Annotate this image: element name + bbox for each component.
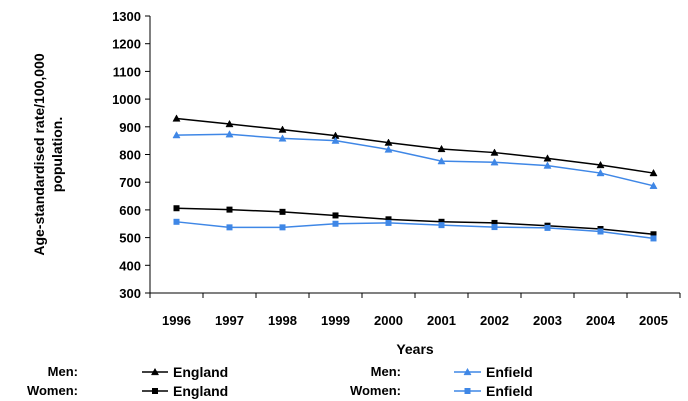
data-point [438,218,445,225]
data-point [225,119,234,128]
series-line [176,207,654,236]
data-point [650,235,657,242]
legend-group-label: Men: [48,364,78,379]
y-tick-label: 300 [119,286,141,301]
y-tick-label: 700 [119,175,141,190]
data-point [491,224,498,231]
series-men-england [172,114,658,177]
legend-group-label: Women: [350,383,401,398]
data-point [172,130,181,139]
data-point [544,224,551,231]
x-tick-label: 2003 [533,313,562,328]
legend-marker [464,388,471,394]
x-tick-label: 2000 [374,313,403,328]
y-tick-label: 600 [119,203,141,218]
y-tick-label: 1100 [113,64,141,79]
y-tick-label: 1000 [112,92,141,107]
x-axis: 1996 1997 1998 1999 2000 2001 2002 2003 2004 2005 [149,292,681,328]
legend-label: Enfield [486,383,533,399]
data-point [649,168,658,177]
data-point [225,130,234,138]
data-point [543,154,552,162]
data-point [332,220,339,227]
legend-marker [152,388,158,394]
data-point [173,218,180,225]
y-tick-label: 800 [119,148,141,163]
data-point [226,206,233,213]
data-point [279,224,286,231]
data-point [543,161,552,169]
data-point [490,148,499,156]
legend-label: Enfield [486,364,533,380]
data-point [649,181,658,189]
data-point [490,158,499,166]
x-tick-label: 2001 [427,313,456,328]
legend-label: England [173,383,228,399]
data-point [384,145,393,153]
data-point [597,228,604,235]
legend-marker [463,367,472,376]
legend-item: Women: Enfield [350,383,533,399]
data-point [385,219,392,226]
legend-group-label: Women: [27,383,78,398]
series-line [176,221,654,240]
legend-item: Men: Enfield [371,364,533,380]
data-point [173,205,180,212]
data-point [650,231,657,238]
x-axis-title: Years [396,341,434,357]
series-line [176,117,654,174]
data-point [596,160,605,169]
legend-label: England [173,364,228,380]
x-tick-label: 2002 [480,313,509,328]
x-tick-label: 1998 [268,313,297,328]
y-tick-label: 900 [119,120,141,135]
data-point [437,157,446,165]
data-point [596,168,605,177]
y-tick-label: 400 [119,258,141,273]
legend-item: Women: England [27,383,228,399]
x-tick-label: 1999 [321,313,350,328]
data-point [278,125,287,133]
y-tick-label: 500 [119,231,141,246]
y-axis: 300 400 500 600 700 800 900 1000 1100 1200 1300 [112,9,151,301]
data-point [491,219,498,226]
data-point [385,216,392,223]
data-point [226,224,233,231]
data-point [437,144,446,153]
data-point [438,222,445,229]
data-point [332,212,339,219]
y-tick-label: 1300 [112,9,141,24]
series-line [176,133,654,187]
y-axis-title: Age-standardised rate/100,000 population. [31,53,65,256]
legend-marker [150,367,160,376]
x-tick-label: 1997 [215,313,244,328]
plot-area [172,114,658,242]
legend-item: Men: England [48,364,229,380]
x-tick-label: 1996 [162,313,191,328]
y-tick-label: 1200 [112,37,141,52]
data-point [172,114,181,122]
series-women-enfield [173,218,657,242]
x-tick-label: 2005 [639,313,668,328]
legend-group-label: Men: [371,364,401,379]
series-women-england [173,205,657,238]
data-point [278,134,287,142]
series-men-enfield [172,130,658,189]
x-tick-label: 2004 [586,313,616,328]
data-point [331,136,340,144]
data-point [279,208,286,215]
